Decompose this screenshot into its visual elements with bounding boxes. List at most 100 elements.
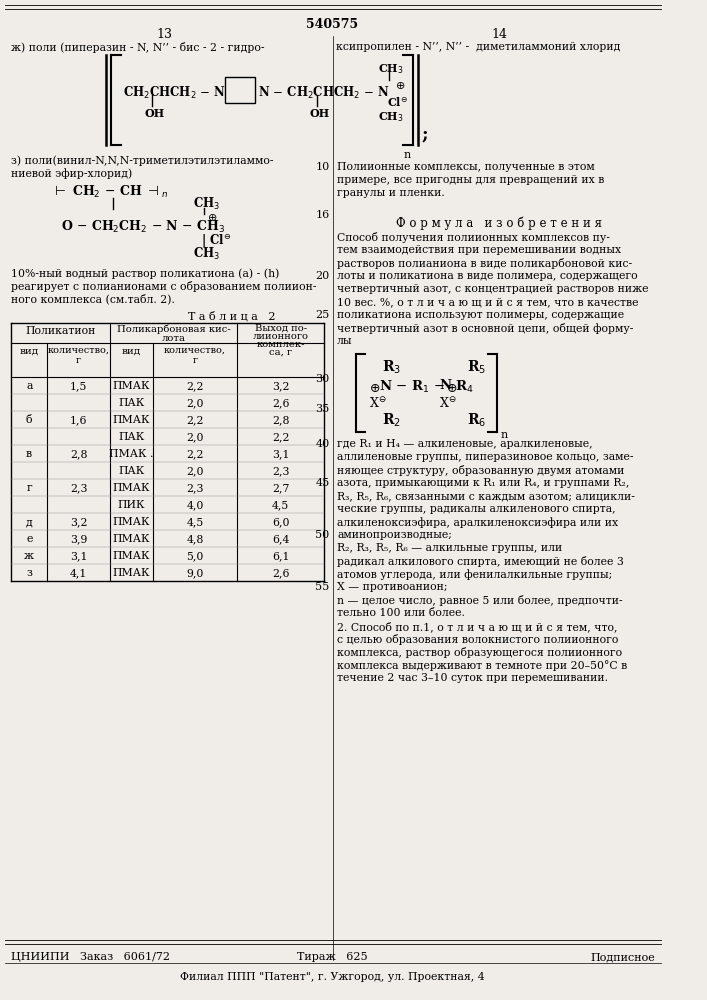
Text: а: а — [26, 381, 33, 391]
Text: количество,: количество, — [47, 346, 110, 355]
Text: 16: 16 — [315, 210, 329, 220]
Text: ж: ж — [24, 551, 34, 561]
Text: ческие группы, радикалы алкиленового спирта,: ческие группы, радикалы алкиленового спи… — [337, 504, 616, 514]
Text: са, г: са, г — [269, 348, 292, 357]
Text: г: г — [26, 483, 32, 493]
Text: 50: 50 — [315, 530, 329, 540]
Text: CH$_3$: CH$_3$ — [378, 110, 404, 124]
Text: комплекса, раствор образующегося полиионного: комплекса, раствор образующегося полиион… — [337, 647, 622, 658]
Text: 20: 20 — [315, 271, 329, 281]
Text: ПИК: ПИК — [117, 500, 145, 510]
Text: n: n — [403, 150, 411, 160]
Text: $\oplus$: $\oplus$ — [445, 382, 457, 395]
Text: четвертичный азот в основной цепи, общей форму-: четвертичный азот в основной цепи, общей… — [337, 323, 633, 334]
Text: 540575: 540575 — [306, 18, 358, 31]
Text: OH: OH — [310, 108, 330, 119]
Text: 2,8: 2,8 — [272, 415, 289, 425]
Text: комплек-: комплек- — [257, 340, 305, 349]
Text: 10: 10 — [315, 162, 329, 172]
Text: $\oplus$: $\oplus$ — [395, 80, 405, 91]
Text: R₂, R₃, R₅, R₆ — алкильные группы, или: R₂, R₃, R₅, R₆ — алкильные группы, или — [337, 543, 563, 553]
Text: 2,2: 2,2 — [186, 415, 204, 425]
Text: ПМАК: ПМАК — [112, 381, 150, 391]
Text: вид: вид — [122, 347, 141, 356]
Text: 35: 35 — [315, 404, 329, 414]
Text: ПАК: ПАК — [118, 398, 144, 408]
Text: з: з — [26, 568, 32, 578]
Text: CH$_3$: CH$_3$ — [378, 62, 404, 76]
Text: 55: 55 — [315, 582, 329, 592]
Text: алкиленоксиэфира, аралкиленоксиэфира или их: алкиленоксиэфира, аралкиленоксиэфира или… — [337, 517, 619, 528]
Text: Филиал ППП "Патент", г. Ужгород, ул. Проектная, 4: Филиал ППП "Патент", г. Ужгород, ул. Про… — [180, 972, 485, 982]
Text: лоты и поликатиона в виде полимера, содержащего: лоты и поликатиона в виде полимера, соде… — [337, 271, 638, 281]
Text: ПМАК .: ПМАК . — [109, 449, 153, 459]
Text: аминопроизводные;: аминопроизводные; — [337, 530, 452, 540]
Text: поликатиона используют полимеры, содержащие: поликатиона используют полимеры, содержа… — [337, 310, 624, 320]
Text: няющее структуру, образованную двумя атомами: няющее структуру, образованную двумя ато… — [337, 465, 624, 476]
Text: гранулы и пленки.: гранулы и пленки. — [337, 188, 445, 198]
Text: 1,6: 1,6 — [70, 415, 88, 425]
Text: X$^{\ominus}$: X$^{\ominus}$ — [439, 396, 457, 411]
Text: R$_5$: R$_5$ — [467, 359, 486, 376]
Text: тельно 100 или более.: тельно 100 или более. — [337, 608, 465, 618]
Text: Способ получения полиионных комплексов пу-: Способ получения полиионных комплексов п… — [337, 232, 610, 243]
Text: с целью образования волокнистого полиионного: с целью образования волокнистого полиион… — [337, 634, 619, 645]
Text: 10 вес. %, о т л и ч а ю щ и й с я тем, что в качестве: 10 вес. %, о т л и ч а ю щ и й с я тем, … — [337, 297, 638, 307]
Text: радикал алкилового спирта, имеющий не более 3: радикал алкилового спирта, имеющий не бо… — [337, 556, 624, 567]
Text: Поликарбоновая кис-: Поликарбоновая кис- — [117, 324, 230, 334]
Text: n: n — [500, 430, 508, 440]
Text: R$_4$: R$_4$ — [455, 379, 474, 395]
Text: 13: 13 — [157, 28, 173, 41]
Text: д: д — [26, 517, 33, 527]
Text: ПМАК: ПМАК — [112, 568, 150, 578]
Text: б: б — [26, 415, 33, 425]
Text: 9,0: 9,0 — [187, 568, 204, 578]
Text: 2,2: 2,2 — [272, 432, 289, 442]
Text: 3,1: 3,1 — [70, 551, 88, 561]
Text: ксипропилен - N’’, N’’ -  диметиламмоний хлорид: ксипропилен - N’’, N’’ - диметиламмоний … — [337, 42, 621, 52]
Text: N $-$ CH$_2$CHCH$_2$ $-$ N: N $-$ CH$_2$CHCH$_2$ $-$ N — [258, 85, 390, 101]
Text: 2. Способ по п.1, о т л и ч а ю щ и й с я тем, что,: 2. Способ по п.1, о т л и ч а ю щ и й с … — [337, 621, 618, 632]
Text: 4,5: 4,5 — [272, 500, 289, 510]
Text: примере, все пригодны для превращений их в: примере, все пригодны для превращений их… — [337, 175, 604, 185]
Text: комплекса выдерживают в темноте при 20–50°С в: комплекса выдерживают в темноте при 20–5… — [337, 660, 628, 671]
Text: N $-$ R$_1$ $-$: N $-$ R$_1$ $-$ — [379, 379, 445, 395]
Text: азота, примыкающими к R₁ или R₄, и группами R₂,: азота, примыкающими к R₁ или R₄, и групп… — [337, 478, 630, 488]
Text: 2,6: 2,6 — [272, 568, 289, 578]
Text: в: в — [26, 449, 33, 459]
Text: 3,2: 3,2 — [272, 381, 289, 391]
Text: CH$_3$: CH$_3$ — [193, 196, 220, 212]
Text: 4,8: 4,8 — [187, 534, 204, 544]
Text: 2,8: 2,8 — [70, 449, 88, 459]
Text: 40: 40 — [315, 439, 329, 449]
Text: четвертичный азот, с концентрацией растворов ниже: четвертичный азот, с концентрацией раств… — [337, 284, 649, 294]
Text: Выход по-: Выход по- — [255, 324, 307, 333]
Text: Т а б л и ц а   2: Т а б л и ц а 2 — [188, 311, 276, 322]
Text: г: г — [192, 356, 197, 365]
Text: 3,9: 3,9 — [70, 534, 88, 544]
Text: $\oplus$: $\oplus$ — [207, 212, 218, 223]
Text: R$_3$: R$_3$ — [382, 359, 402, 376]
Text: 2,0: 2,0 — [186, 466, 204, 476]
Text: R$_6$: R$_6$ — [467, 412, 486, 429]
Text: X — противоанион;: X — противоанион; — [337, 582, 448, 592]
Text: ;: ; — [422, 125, 428, 143]
Text: 4,0: 4,0 — [187, 500, 204, 510]
Text: реагирует с полианионами с образованием полиион-: реагирует с полианионами с образованием … — [11, 281, 317, 292]
Text: n — целое число, равное 5 или более, предпочти-: n — целое число, равное 5 или более, пре… — [337, 595, 623, 606]
Text: течение 2 час 3–10 суток при перемешивании.: течение 2 час 3–10 суток при перемешиван… — [337, 673, 608, 683]
Text: 2,2: 2,2 — [186, 381, 204, 391]
Text: з) поли(винил-N,N,N-триметилэтилэтиламмо-: з) поли(винил-N,N,N-триметилэтилэтиламмо… — [11, 155, 274, 166]
Text: 4,1: 4,1 — [70, 568, 88, 578]
Text: 2,0: 2,0 — [186, 432, 204, 442]
Text: $\vdash$ CH$_2$ $-$ CH $\dashv_n$: $\vdash$ CH$_2$ $-$ CH $\dashv_n$ — [52, 184, 168, 200]
Text: 6,0: 6,0 — [272, 517, 289, 527]
Text: ПАК: ПАК — [118, 432, 144, 442]
Text: лиионного: лиионного — [252, 332, 309, 341]
Text: количество,: количество, — [164, 346, 226, 355]
Text: 6,1: 6,1 — [272, 551, 289, 561]
Text: 3,2: 3,2 — [70, 517, 88, 527]
Text: где R₁ и H₄ — алкиленовые, аралкиленовые,: где R₁ и H₄ — алкиленовые, аралкиленовые… — [337, 439, 593, 449]
Text: ПМАК: ПМАК — [112, 551, 150, 561]
Text: $\oplus$: $\oplus$ — [369, 382, 380, 395]
